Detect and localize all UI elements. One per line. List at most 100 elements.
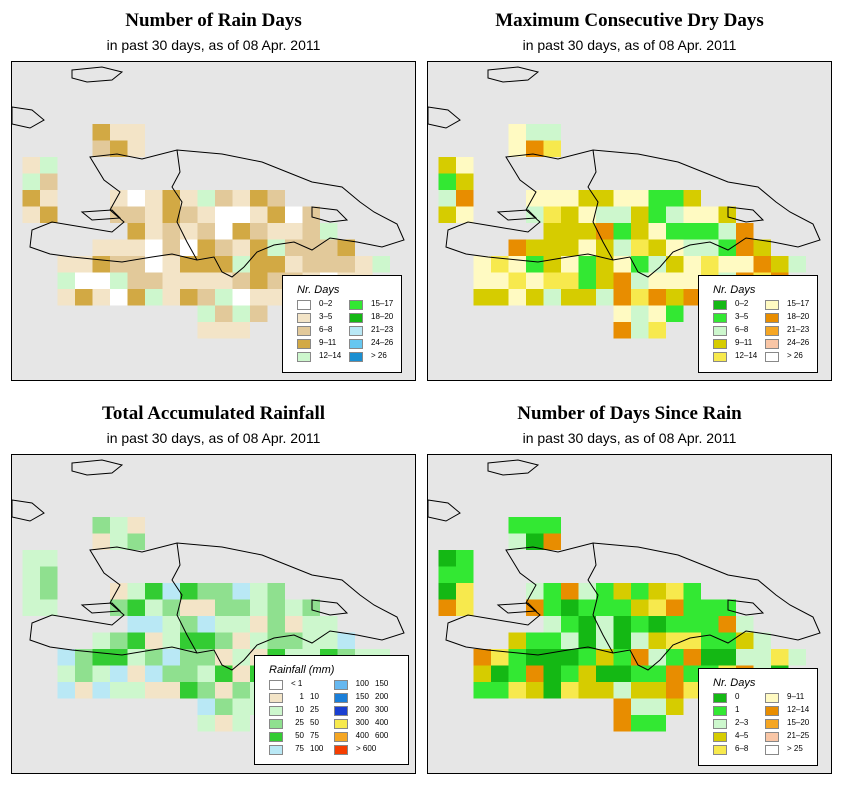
map-hispaniola xyxy=(12,66,405,339)
map-cell xyxy=(302,256,320,273)
legend-swatch xyxy=(297,326,311,336)
map-cell xyxy=(145,239,163,256)
map-cell xyxy=(543,583,561,600)
legend-swatch xyxy=(297,352,311,362)
map-cell xyxy=(180,599,198,616)
legend-to: 50 xyxy=(310,718,319,727)
legend-swatch xyxy=(269,732,283,742)
map-cell xyxy=(508,272,526,289)
map-cell xyxy=(683,682,701,699)
map-cell xyxy=(267,583,285,600)
island-outline xyxy=(727,599,765,616)
legend-label: 24–26 xyxy=(787,338,810,347)
map-cell xyxy=(631,206,649,223)
legend-swatch xyxy=(765,693,779,703)
legend-label: 21–23 xyxy=(787,325,810,334)
map-cell xyxy=(666,256,684,273)
legend-swatch xyxy=(269,719,283,729)
map-cell xyxy=(180,682,198,699)
map-cell xyxy=(162,583,180,600)
map-cell xyxy=(456,173,474,190)
map-cell xyxy=(110,533,128,550)
map-hispaniola xyxy=(428,66,821,339)
map-cell xyxy=(596,272,614,289)
map-cell xyxy=(232,289,250,306)
map-cell xyxy=(613,682,631,699)
map-cell xyxy=(701,256,719,273)
map-cell xyxy=(526,190,544,207)
map-cell xyxy=(180,583,198,600)
map-cell xyxy=(683,632,701,649)
map-cell xyxy=(215,616,233,633)
map-cell xyxy=(40,599,58,616)
legend-label: 3–5 xyxy=(735,312,749,321)
map-cell xyxy=(491,289,509,306)
map-cell xyxy=(718,616,736,633)
map-frame: Rainfall (mm) < 1 1 10 10 25 25 50 50 75 75 100 100… xyxy=(11,454,416,774)
map-cell xyxy=(162,190,180,207)
map-cell xyxy=(613,665,631,682)
map-cell xyxy=(648,272,666,289)
map-cell xyxy=(145,289,163,306)
map-cell xyxy=(526,206,544,223)
map-cell xyxy=(162,632,180,649)
map-cell xyxy=(215,322,233,339)
map-cell xyxy=(683,206,701,223)
map-cell xyxy=(215,289,233,306)
map-cell xyxy=(180,649,198,666)
map-cell xyxy=(683,583,701,600)
map-cell xyxy=(92,256,110,273)
map-cell xyxy=(127,616,145,633)
map-cell xyxy=(631,583,649,600)
legend: Nr. Days 0–2 3–5 6–8 9–11 12–14 15–17 18–20 21–… xyxy=(282,275,402,373)
map-cell xyxy=(145,649,163,666)
map-cell xyxy=(267,632,285,649)
legend-label: 9–11 xyxy=(735,338,753,347)
map-cell xyxy=(613,239,631,256)
map-cell xyxy=(197,715,215,732)
map-cell xyxy=(508,682,526,699)
map-cell xyxy=(232,682,250,699)
map-cell xyxy=(320,616,338,633)
map-cell xyxy=(508,632,526,649)
map-cell xyxy=(22,583,40,600)
map-cell xyxy=(267,223,285,240)
map-cell xyxy=(22,190,40,207)
map-cell xyxy=(508,124,526,141)
map-cell xyxy=(92,124,110,141)
map-cell xyxy=(648,256,666,273)
map-cell xyxy=(631,256,649,273)
map-cell xyxy=(561,632,579,649)
legend-label: 0–2 xyxy=(735,299,749,308)
map-cell xyxy=(110,682,128,699)
legend-label: 6–8 xyxy=(319,325,333,334)
map-cell xyxy=(596,256,614,273)
map-cell xyxy=(197,206,215,223)
map-cell xyxy=(683,665,701,682)
map-cell xyxy=(232,715,250,732)
map-cell xyxy=(526,533,544,550)
map-cell xyxy=(683,649,701,666)
map-cell xyxy=(701,206,719,223)
legend-swatch xyxy=(765,745,779,755)
legend-label: 18–20 xyxy=(371,312,394,321)
legend-swatch xyxy=(713,326,727,336)
map-cell xyxy=(491,665,509,682)
map-cell xyxy=(232,256,250,273)
map-cell xyxy=(631,223,649,240)
map-cell xyxy=(613,616,631,633)
map-cell xyxy=(197,289,215,306)
map-cell xyxy=(180,256,198,273)
legend-swatch xyxy=(269,680,283,690)
map-cell xyxy=(753,649,771,666)
map-cell xyxy=(596,239,614,256)
legend-title: Nr. Days xyxy=(297,284,340,296)
map-cell xyxy=(127,682,145,699)
legend-swatch xyxy=(269,693,283,703)
map-cell xyxy=(145,190,163,207)
map-cell xyxy=(456,599,474,616)
map-cell xyxy=(596,632,614,649)
map-cell xyxy=(197,322,215,339)
map-cell xyxy=(127,665,145,682)
map-cell xyxy=(596,616,614,633)
